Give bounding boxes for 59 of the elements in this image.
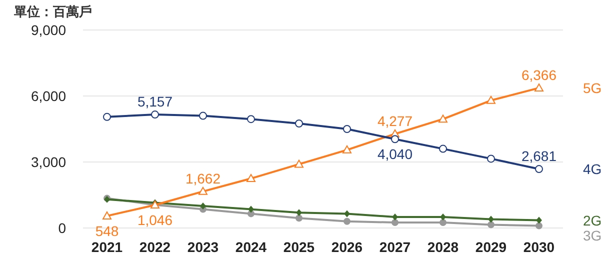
x-tick-label: 2023 [187,239,219,255]
point [486,96,496,104]
x-tick-label: 2021 [91,239,123,255]
point [535,165,543,174]
data-label: 1,046 [137,212,173,228]
point [488,221,494,228]
text: 3G [583,227,602,244]
point [294,160,304,168]
point [487,154,495,163]
point [296,209,302,216]
point [536,216,542,224]
point [536,222,542,230]
data-label: 2,681 [521,148,557,164]
x-tick-label: 2022 [139,239,171,255]
data-label: 5,157 [137,94,173,110]
point [392,214,398,220]
text: 5G [583,80,602,96]
y-tick-label: 9,000 [30,22,66,38]
point [440,214,446,220]
x-tick-label: 2030 [523,239,555,255]
x-tick-label: 2024 [235,239,267,255]
point [151,110,159,119]
point [102,211,112,220]
data-label: 1,662 [185,170,221,186]
point [391,135,399,144]
point [534,83,544,92]
y-tick-label: 0 [58,220,66,236]
text: 4G [583,161,602,178]
point [344,218,350,225]
y-tick-label: 3,000 [30,154,66,170]
point [440,219,446,226]
x-tick-label: 2027 [379,239,411,255]
data-label: 6,366 [521,66,557,83]
point [438,114,448,123]
point [344,210,350,218]
data-label: 4,277 [377,112,413,129]
x-tick-label: 2028 [427,239,459,255]
point [439,144,447,153]
point [392,219,398,226]
data-label: 548 [95,222,119,239]
x-tick-label: 2029 [475,239,507,255]
point [103,112,111,121]
y-tick-label: 6,000 [30,88,66,104]
point [342,145,352,154]
point [198,186,208,195]
point [199,112,207,120]
y-axis-title: 單位：百萬戶 [13,4,92,19]
data-label: 4,040 [377,146,413,162]
point [246,174,256,182]
text: 2G [583,212,602,228]
point [296,214,302,222]
point [248,206,254,213]
point [295,120,303,128]
x-tick-label: 2025 [283,239,315,255]
point [343,125,351,133]
x-tick-label: 2026 [331,239,363,255]
point [200,202,206,210]
point [488,216,494,223]
point [247,115,255,124]
